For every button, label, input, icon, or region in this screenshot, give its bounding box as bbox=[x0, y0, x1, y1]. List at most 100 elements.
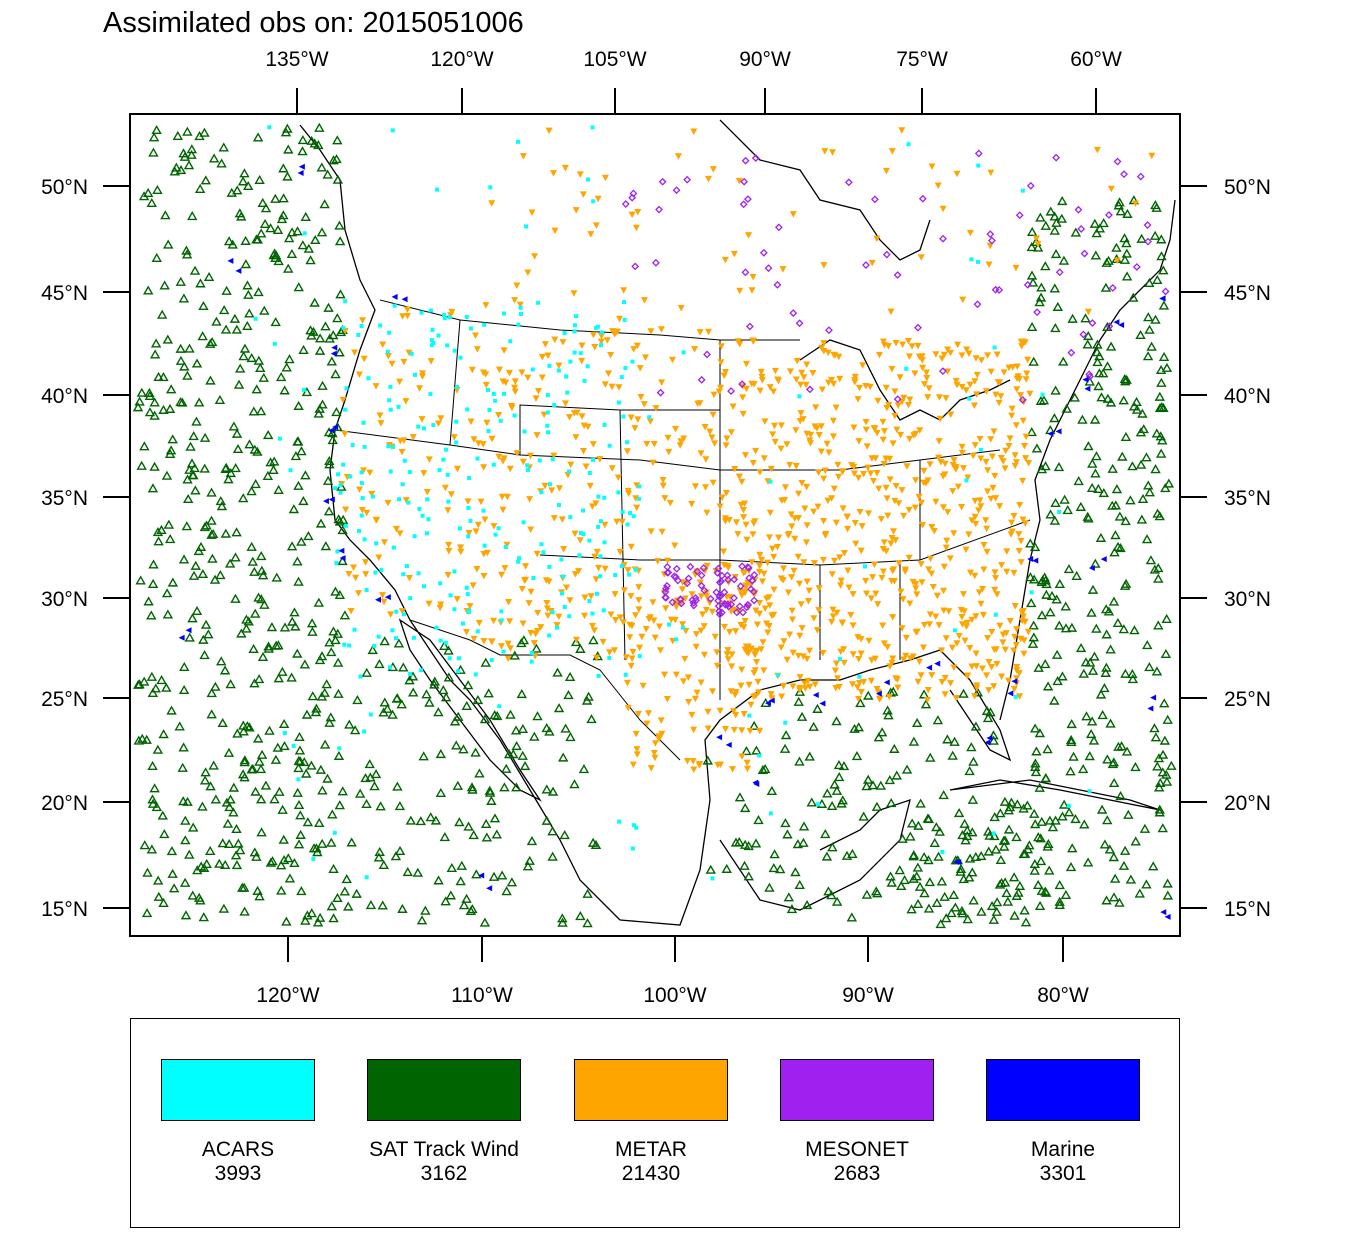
sat-track-wind-marker bbox=[1109, 547, 1120, 557]
sat-track-wind-marker bbox=[1151, 428, 1163, 438]
sat-track-wind-marker bbox=[300, 768, 312, 778]
metar-marker bbox=[971, 497, 979, 505]
mesonet-marker bbox=[939, 234, 947, 243]
metar-marker bbox=[1019, 417, 1027, 425]
sat-track-wind-marker bbox=[833, 771, 845, 782]
right-lat-label: 45°N bbox=[1224, 282, 1271, 305]
metar-marker bbox=[683, 757, 691, 765]
metar-marker bbox=[441, 484, 449, 492]
sat-track-wind-marker bbox=[256, 594, 267, 604]
acars-marker bbox=[464, 314, 469, 319]
acars-marker bbox=[401, 612, 406, 617]
metar-marker bbox=[830, 351, 838, 359]
sat-track-wind-marker bbox=[330, 369, 341, 379]
metar-marker bbox=[671, 542, 679, 550]
metar-marker bbox=[400, 358, 408, 366]
sat-track-wind-marker bbox=[1036, 610, 1048, 620]
sat-track-wind-marker bbox=[278, 210, 289, 220]
acars-marker bbox=[598, 554, 603, 559]
metar-marker bbox=[894, 684, 902, 691]
sat-track-wind-marker bbox=[509, 650, 520, 660]
metar-marker bbox=[1001, 465, 1009, 472]
sat-track-wind-marker bbox=[217, 717, 228, 728]
mesonet-marker bbox=[741, 156, 750, 165]
metar-marker bbox=[453, 465, 461, 473]
metar-marker bbox=[355, 371, 363, 379]
metar-marker bbox=[402, 398, 410, 405]
acars-marker bbox=[344, 386, 349, 391]
metar-marker bbox=[685, 699, 693, 706]
metar-marker bbox=[543, 599, 551, 607]
sat-track-wind-marker bbox=[915, 798, 926, 808]
sat-track-wind-marker bbox=[1102, 321, 1113, 332]
acars-marker bbox=[359, 470, 364, 475]
metar-marker bbox=[704, 328, 712, 336]
sat-track-wind-marker bbox=[199, 432, 211, 442]
metar-marker bbox=[727, 429, 735, 436]
sat-track-wind-marker bbox=[224, 558, 236, 568]
metar-marker bbox=[572, 434, 580, 441]
sat-track-wind-marker bbox=[934, 826, 945, 836]
metar-marker bbox=[506, 645, 514, 652]
metar-marker bbox=[668, 356, 676, 364]
metar-marker bbox=[729, 403, 737, 410]
sat-track-wind-marker bbox=[392, 781, 403, 791]
metar-marker bbox=[637, 394, 645, 401]
acars-marker bbox=[862, 564, 867, 569]
metar-marker bbox=[721, 515, 729, 522]
acars-marker bbox=[556, 368, 561, 373]
acars-marker bbox=[501, 391, 506, 396]
metar-marker bbox=[866, 383, 874, 391]
metar-marker bbox=[779, 682, 787, 690]
sat-track-wind-marker bbox=[317, 785, 328, 795]
metar-marker bbox=[824, 349, 832, 357]
metar-marker bbox=[963, 623, 971, 631]
metar-marker bbox=[926, 611, 934, 618]
metar-marker bbox=[909, 653, 917, 661]
sat-track-wind-marker bbox=[292, 436, 304, 446]
acars-marker bbox=[337, 746, 342, 751]
sat-track-wind-marker bbox=[211, 316, 222, 326]
sat-track-wind-marker bbox=[1161, 613, 1172, 623]
sat-track-wind-marker bbox=[282, 171, 293, 181]
sat-track-wind-marker bbox=[480, 818, 492, 828]
metar-marker bbox=[845, 584, 853, 591]
mesonet-marker bbox=[1067, 348, 1076, 357]
metar-marker bbox=[500, 347, 508, 354]
sat-track-wind-marker bbox=[1077, 764, 1089, 774]
sat-track-wind-marker bbox=[851, 750, 863, 761]
sat-track-wind-marker bbox=[186, 149, 197, 159]
acars-marker bbox=[710, 876, 715, 881]
metar-marker bbox=[542, 577, 550, 584]
sat-track-wind-marker bbox=[224, 801, 235, 812]
acars-marker bbox=[747, 713, 752, 718]
sat-track-wind-marker bbox=[239, 757, 250, 767]
metar-marker bbox=[828, 571, 836, 578]
sat-track-wind-marker bbox=[1112, 617, 1124, 627]
sat-track-wind-marker bbox=[461, 893, 472, 903]
metar-marker bbox=[639, 682, 647, 690]
metar-marker bbox=[959, 465, 967, 472]
metar-marker bbox=[1018, 343, 1026, 350]
sat-track-wind-marker bbox=[1121, 238, 1132, 248]
sat-track-wind-marker bbox=[314, 345, 326, 355]
sat-track-wind-marker bbox=[1067, 313, 1078, 323]
acars-marker bbox=[1087, 789, 1092, 794]
sat-track-wind-marker bbox=[222, 818, 234, 828]
metar-marker bbox=[1008, 405, 1016, 413]
metar-marker bbox=[470, 635, 478, 643]
sat-track-wind-marker bbox=[244, 308, 255, 318]
mesonet-marker bbox=[1052, 153, 1061, 162]
sat-track-wind-marker bbox=[325, 712, 336, 722]
metar-marker bbox=[464, 498, 472, 505]
sat-track-wind-marker bbox=[1067, 843, 1078, 853]
sat-track-wind-marker bbox=[1051, 217, 1062, 227]
metar-marker bbox=[862, 383, 870, 390]
sat-track-wind-marker bbox=[518, 635, 530, 645]
metar-marker bbox=[803, 483, 811, 491]
sat-track-wind-marker bbox=[1045, 206, 1056, 216]
metar-marker bbox=[856, 509, 864, 516]
metar-marker bbox=[834, 461, 842, 469]
sat-track-wind-marker bbox=[541, 815, 553, 825]
sat-track-wind-marker bbox=[270, 193, 281, 203]
